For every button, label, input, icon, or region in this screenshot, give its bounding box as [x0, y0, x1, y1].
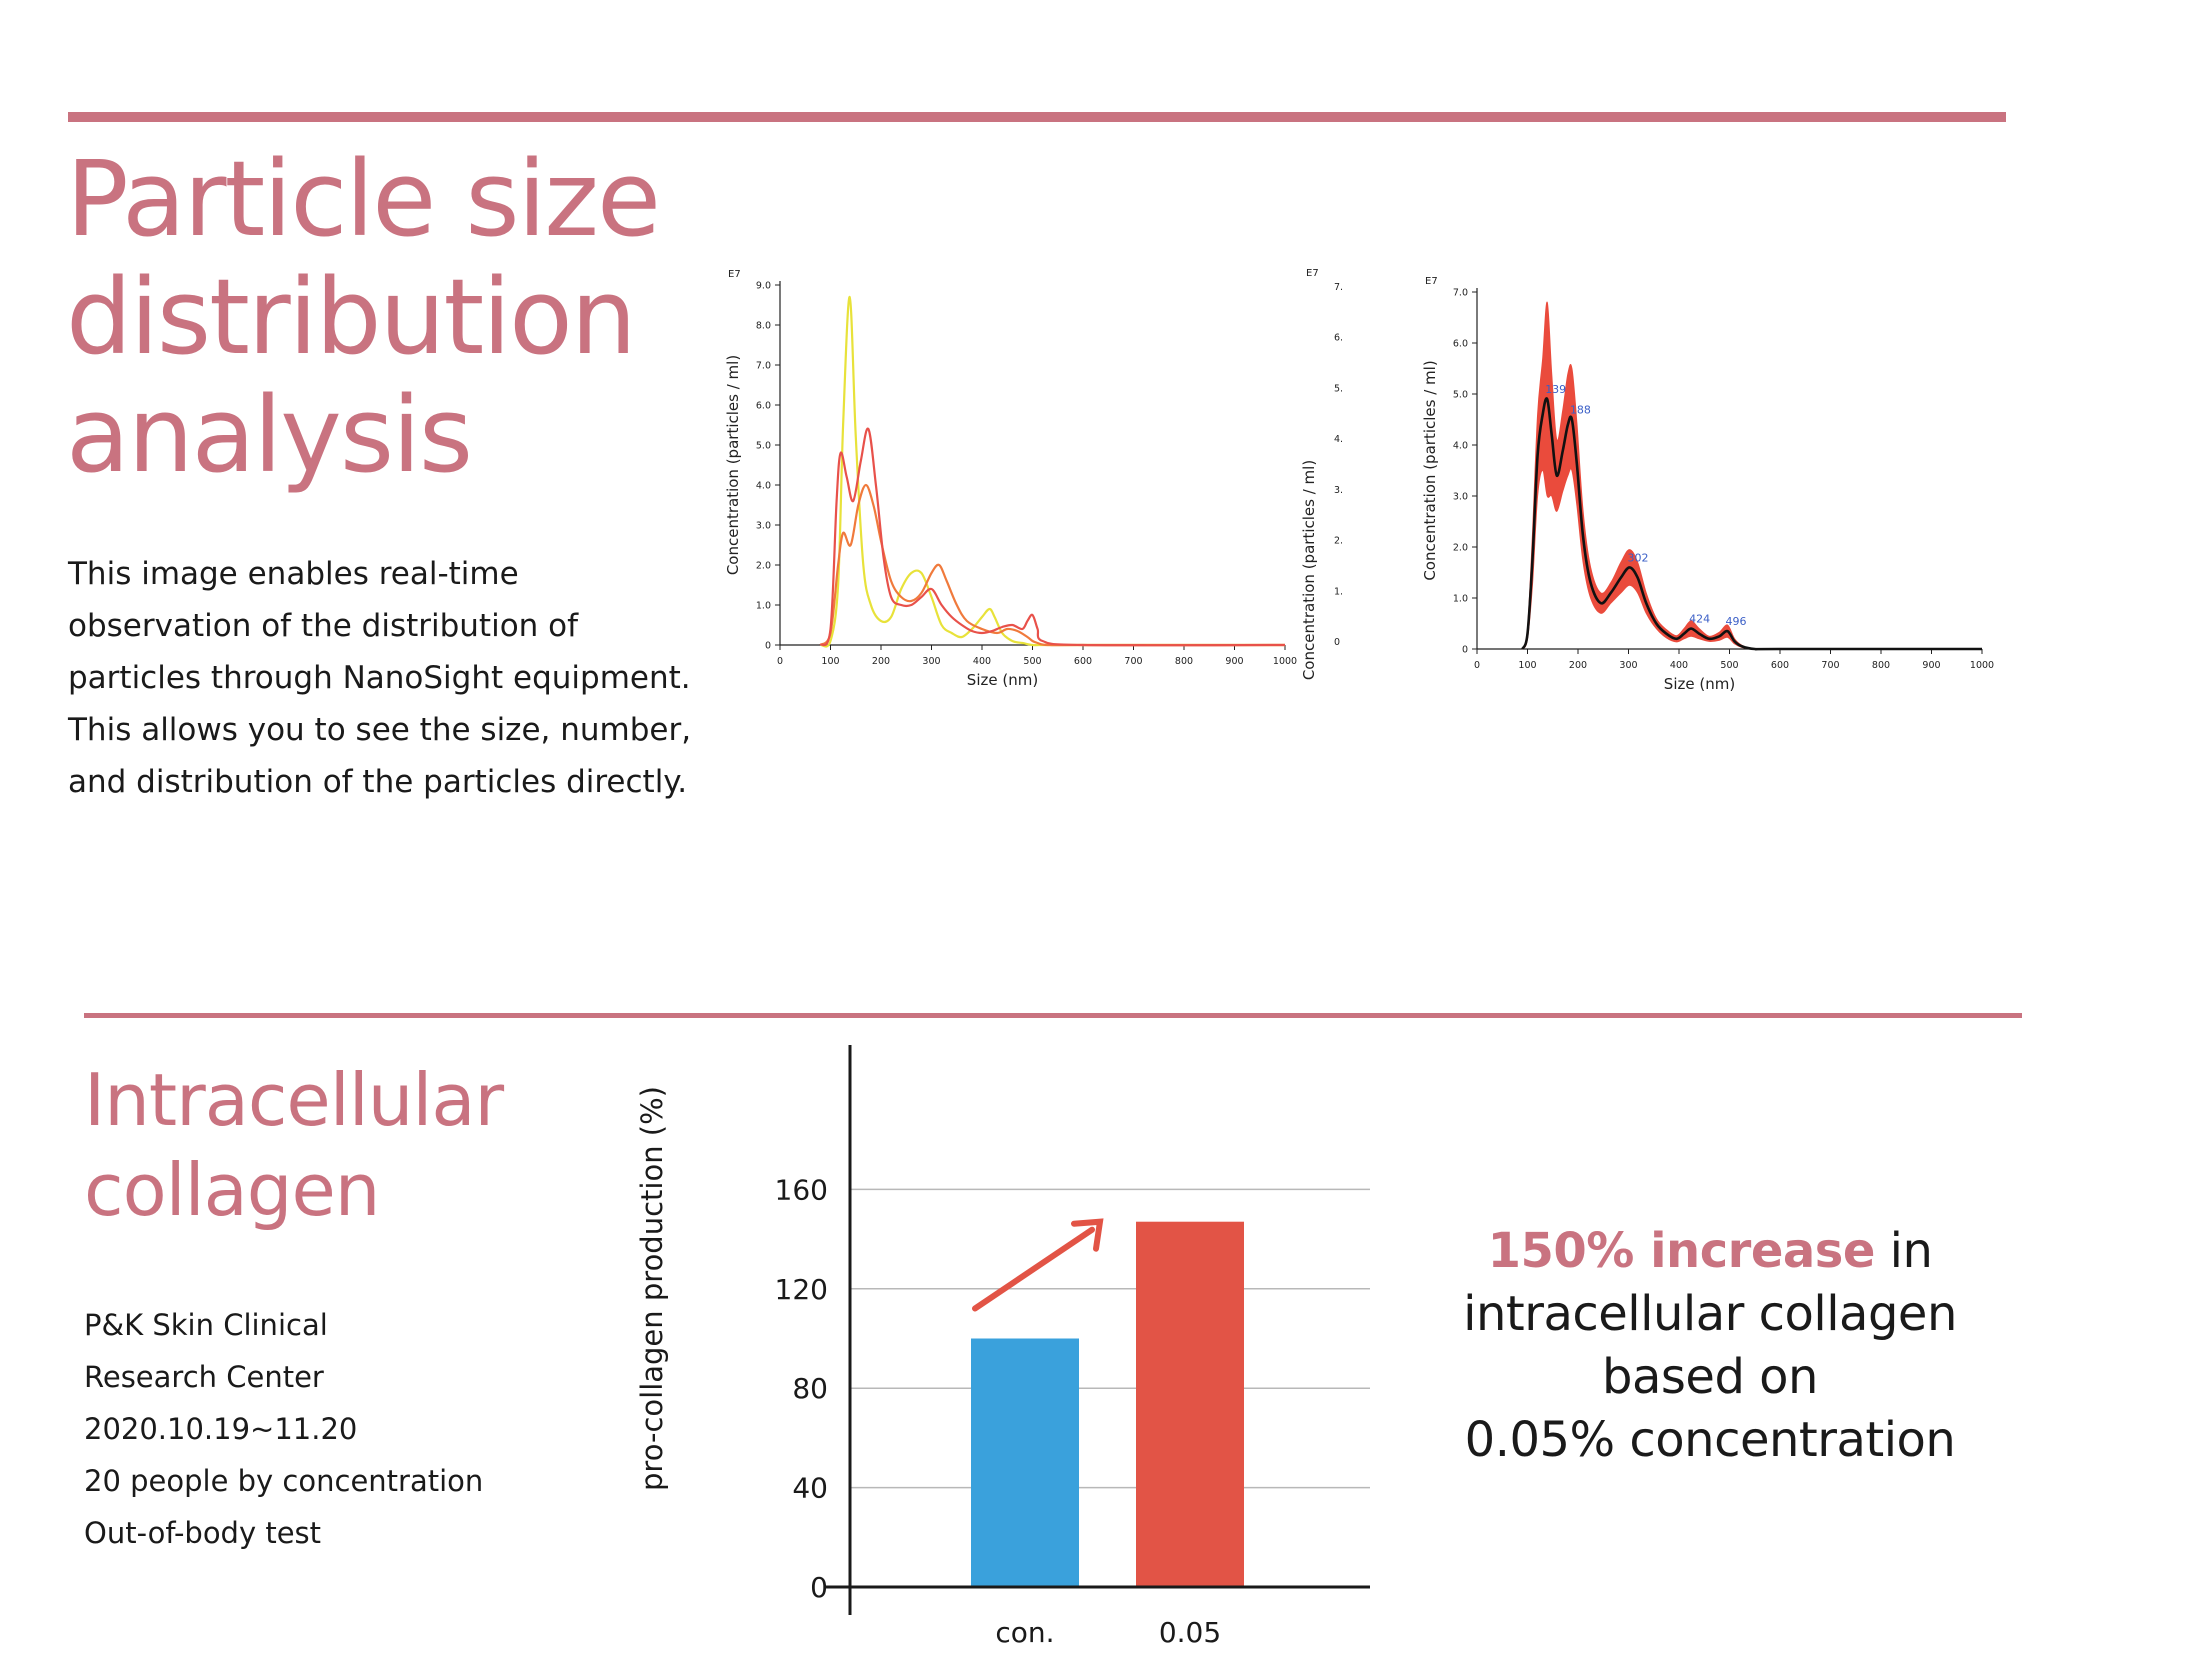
y-tick-label: 0 — [765, 641, 771, 652]
y-tick-label: 6.0 — [1453, 339, 1468, 350]
fragment-tick-label: 0 — [1334, 637, 1340, 648]
collagen-callout: 150% increase in intracellular collagen … — [1400, 1220, 2020, 1472]
peak-label: 302 — [1628, 551, 1649, 564]
x-tick-label: 400 — [1670, 660, 1688, 671]
x-tick-label: 1000 — [1970, 660, 1994, 671]
study-info-line: P&K Skin Clinical — [84, 1308, 328, 1342]
unit-label: E7 — [1425, 276, 1438, 287]
y-tick-label: 4.0 — [756, 481, 771, 492]
peak-label: 424 — [1689, 613, 1710, 626]
y-tick-label: 40 — [792, 1472, 828, 1505]
y-tick-label: 1.0 — [1453, 594, 1468, 605]
section-divider-top — [68, 112, 2006, 122]
y-tick-label: 9.0 — [756, 281, 771, 292]
fragment-unit-label: E7 — [1306, 268, 1319, 279]
x-tick-label: con. — [995, 1616, 1054, 1649]
bar-control — [971, 1338, 1079, 1587]
increase-arrow-shaft — [972, 1226, 1095, 1312]
x-tick-label: 100 — [821, 656, 839, 667]
y-axis-label: pro-collagen production (%) — [635, 1086, 669, 1491]
study-info-line: Out-of-body test — [84, 1516, 322, 1550]
fragment-tick-label: 7. — [1334, 282, 1343, 293]
x-tick-label: 300 — [1619, 660, 1637, 671]
x-tick-label: 400 — [973, 656, 991, 667]
series-line-2 — [819, 427, 1286, 647]
x-tick-label: 0.05 — [1159, 1616, 1221, 1649]
callout-line: intracellular collagen — [1463, 1286, 1957, 1342]
series-line-0 — [1521, 397, 1982, 651]
x-axis-label: Size (nm) — [967, 671, 1038, 689]
x-tick-label: 100 — [1518, 660, 1536, 671]
particle-size-description: This image enables real-time observation… — [68, 556, 692, 800]
particle-size-title: Particle size distribution analysis — [66, 138, 661, 496]
fragment-tick-label: 6. — [1334, 333, 1343, 344]
study-info-line: Research Center — [84, 1360, 324, 1394]
fragment-y-axis-label: Concentration (particles / ml) — [1300, 460, 1318, 680]
collagen-bar-chart: 0 40 80 120 160 con. 0.05 pro-collagen producti… — [635, 1045, 1370, 1649]
peak-label: 188 — [1570, 404, 1591, 417]
callout-line: 0.05% concentration — [1464, 1412, 1956, 1468]
x-tick-label: 600 — [1771, 660, 1789, 671]
y-tick-label: 3.0 — [1453, 492, 1468, 503]
y-tick-label: 1.0 — [756, 601, 771, 612]
y-tick-label: 2.0 — [756, 561, 771, 572]
callout-highlight: 150% increase — [1487, 1223, 1876, 1279]
y-tick-label: 4.0 — [1453, 441, 1468, 452]
x-tick-label: 800 — [1175, 656, 1193, 667]
collagen-title: Intracellular collagen — [84, 1058, 504, 1232]
particle-size-chart-overlay: E7 0 1.0 2.0 3.0 4.0 5.0 6.0 7.0 8.0 9.0 0 100 200 300… — [724, 269, 1297, 689]
unit-label: E7 — [728, 269, 741, 280]
peak-label: 139 — [1545, 383, 1566, 396]
study-info-line: 20 people by concentration — [84, 1464, 484, 1498]
x-tick-label: 0 — [777, 656, 783, 667]
y-tick-label: 8.0 — [756, 321, 771, 332]
x-tick-label: 800 — [1872, 660, 1890, 671]
error-band — [1521, 301, 1982, 650]
x-axis-label: Size (nm) — [1664, 675, 1735, 693]
x-tick-label: 200 — [872, 656, 890, 667]
x-tick-label: 600 — [1074, 656, 1092, 667]
x-tick-label: 900 — [1922, 660, 1940, 671]
series-line-1 — [819, 483, 1285, 647]
y-tick-label: 0 — [1462, 645, 1468, 656]
increase-arrow-head — [1071, 1218, 1104, 1252]
fragment-tick-label: 5. — [1334, 383, 1343, 394]
x-tick-label: 700 — [1124, 656, 1142, 667]
fragment-tick-label: 1. — [1334, 586, 1343, 597]
fragment-tick-label: 2. — [1334, 536, 1343, 547]
fragment-tick-label: 4. — [1334, 434, 1343, 445]
x-tick-label: 900 — [1225, 656, 1243, 667]
x-tick-label: 300 — [922, 656, 940, 667]
y-tick-label: 5.0 — [1453, 390, 1468, 401]
y-tick-label: 2.0 — [1453, 543, 1468, 554]
study-info: P&K Skin Clinical Research Center 2020.1… — [84, 1299, 584, 1559]
study-info-line: 2020.10.19~11.20 — [84, 1412, 358, 1446]
callout-line: based on — [1602, 1349, 1818, 1405]
y-tick-label: 6.0 — [756, 401, 771, 412]
x-tick-label: 700 — [1821, 660, 1839, 671]
y-tick-label: 80 — [792, 1372, 828, 1405]
particle-size-chart-fragment: E7 Concentration (particles / ml) 7. 6. 5.… — [1300, 268, 1343, 680]
y-tick-label: 3.0 — [756, 521, 771, 532]
x-tick-label: 500 — [1023, 656, 1041, 667]
bar-treatment — [1136, 1221, 1244, 1587]
y-tick-label: 160 — [775, 1173, 828, 1206]
particle-size-chart-averaged: E7 0 1.0 2.0 3.0 4.0 5.0 6.0 7.0 0 100 200 300 400 500… — [1421, 276, 1994, 693]
x-tick-label: 0 — [1474, 660, 1480, 671]
peak-label: 496 — [1725, 615, 1746, 628]
y-tick-label: 120 — [775, 1273, 828, 1306]
y-tick-label: 5.0 — [756, 441, 771, 452]
section-divider-bottom — [84, 1013, 2022, 1018]
y-tick-label: 7.0 — [1453, 288, 1468, 299]
y-tick-label: 7.0 — [756, 361, 771, 372]
y-tick-label: 0 — [810, 1571, 828, 1604]
y-axis-label: Concentration (particles / ml) — [1421, 360, 1439, 580]
callout-text: in — [1874, 1223, 1933, 1279]
fragment-tick-label: 3. — [1334, 485, 1343, 496]
x-tick-label: 500 — [1720, 660, 1738, 671]
x-tick-label: 1000 — [1273, 656, 1297, 667]
x-tick-label: 200 — [1569, 660, 1587, 671]
y-axis-label: Concentration (particles / ml) — [724, 355, 742, 575]
